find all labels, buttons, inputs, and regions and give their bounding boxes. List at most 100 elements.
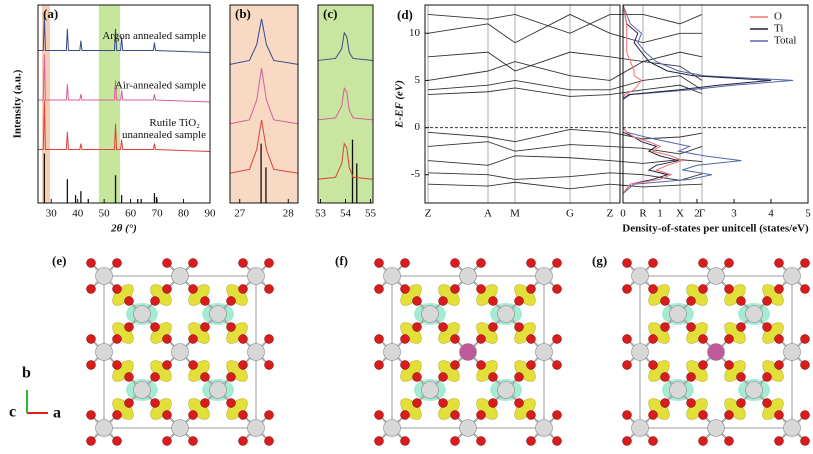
x-tick-label: 80: [178, 208, 190, 220]
titanium-atom: [133, 305, 151, 323]
oxygen-atom: [450, 436, 460, 446]
band-line: [427, 155, 703, 166]
panel-background: [230, 5, 298, 203]
band-line: [427, 13, 703, 34]
x-tick-label: 40: [72, 208, 84, 220]
oxygen-atom: [648, 258, 658, 268]
oxygen-atom: [476, 284, 486, 294]
oxygen-atom: [112, 284, 122, 294]
oxygen-atom: [622, 284, 632, 294]
x-tick-label: A: [484, 208, 492, 220]
oxygen-atom: [648, 436, 658, 446]
titanium-atom: [247, 343, 265, 361]
titanium-atom: [497, 381, 515, 399]
panel-label: (c): [323, 6, 337, 21]
axis-name: c: [9, 404, 16, 421]
oxygen-atom: [800, 334, 810, 344]
oxygen-atom: [800, 258, 810, 268]
oxygen-atom: [660, 372, 670, 382]
oxygen-atom: [150, 372, 160, 382]
x-tick-label: 5: [805, 208, 811, 220]
oxygen-atom: [774, 258, 784, 268]
oxygen-atom: [660, 296, 670, 306]
oxygen-atom: [762, 398, 772, 408]
legend-label: O: [774, 11, 782, 23]
oxygen-atom: [774, 360, 784, 370]
titanium-atom: [209, 305, 227, 323]
x-tick-label: 54: [340, 208, 352, 220]
oxygen-atom: [686, 372, 696, 382]
axis-name: b: [22, 365, 31, 382]
oxygen-atom: [412, 322, 422, 332]
oxygen-atom: [400, 436, 410, 446]
oxygen-atom: [762, 372, 772, 382]
oxygen-atom: [112, 410, 122, 420]
oxygen-atom: [124, 322, 134, 332]
x-tick-label: Z: [425, 208, 432, 220]
oxygen-atom: [476, 360, 486, 370]
oxygen-atom: [488, 398, 498, 408]
oxygen-atom: [476, 334, 486, 344]
oxygen-atom: [648, 334, 658, 344]
plot-frame: [622, 4, 809, 204]
oxygen-atom: [476, 436, 486, 446]
y-tick-label: 5: [415, 74, 421, 86]
oxygen-atom: [200, 372, 210, 382]
xrd-line: [229, 68, 299, 125]
oxygen-atom: [374, 436, 384, 446]
oxygen-atom: [238, 360, 248, 370]
y-tick-label: 0: [415, 121, 421, 133]
oxygen-atom: [226, 296, 236, 306]
oxygen-atom: [438, 296, 448, 306]
oxygen-atom: [188, 284, 198, 294]
titanium-atom: [631, 343, 649, 361]
x-tick-label: 55: [365, 208, 377, 220]
oxygen-atom: [238, 436, 248, 446]
oxygen-atom: [438, 322, 448, 332]
oxygen-atom: [412, 398, 422, 408]
oxygen-atom: [238, 284, 248, 294]
oxygen-atom: [226, 322, 236, 332]
band-line: [427, 181, 703, 190]
titanium-atom: [745, 381, 763, 399]
oxygen-atom: [514, 322, 524, 332]
oxygen-atom: [686, 398, 696, 408]
titanium-atom: [459, 419, 477, 437]
oxygen-atom: [736, 372, 746, 382]
titanium-atom: [707, 419, 725, 437]
titanium-atom: [209, 381, 227, 399]
oxygen-atom: [774, 284, 784, 294]
oxygen-atom: [526, 258, 536, 268]
highlight-span: [98, 5, 121, 203]
oxygen-atom: [686, 322, 696, 332]
x-tick-label: 28: [283, 208, 295, 220]
oxygen-atom: [698, 334, 708, 344]
oxygen-atom: [188, 334, 198, 344]
oxygen-atom: [622, 436, 632, 446]
oxygen-atom: [400, 410, 410, 420]
x-tick-label: 53: [315, 208, 327, 220]
oxygen-atom: [112, 436, 122, 446]
oxygen-atom: [800, 284, 810, 294]
x-tick-label: G: [566, 208, 574, 220]
oxygen-atom: [188, 258, 198, 268]
series-label: Argon annealed sample: [102, 30, 206, 42]
oxygen-atom: [724, 334, 734, 344]
oxygen-atom: [450, 258, 460, 268]
plot-frame: [229, 4, 299, 204]
oxygen-atom: [200, 296, 210, 306]
oxygen-atom: [264, 334, 274, 344]
oxygen-atom: [412, 372, 422, 382]
x-tick-label: M: [510, 208, 520, 220]
titanium-atom: [421, 381, 439, 399]
x-tick-label: X: [676, 208, 684, 220]
oxygen-atom: [162, 436, 172, 446]
titanium-atom: [535, 343, 553, 361]
oxygen-atom: [86, 334, 96, 344]
titanium-atom: [707, 343, 725, 361]
x-tick-label: 50: [99, 208, 111, 220]
x-tick-label: 3: [731, 208, 737, 220]
titanium-atom: [631, 267, 649, 285]
oxygen-atom: [374, 360, 384, 370]
xrd-line: [229, 18, 299, 65]
